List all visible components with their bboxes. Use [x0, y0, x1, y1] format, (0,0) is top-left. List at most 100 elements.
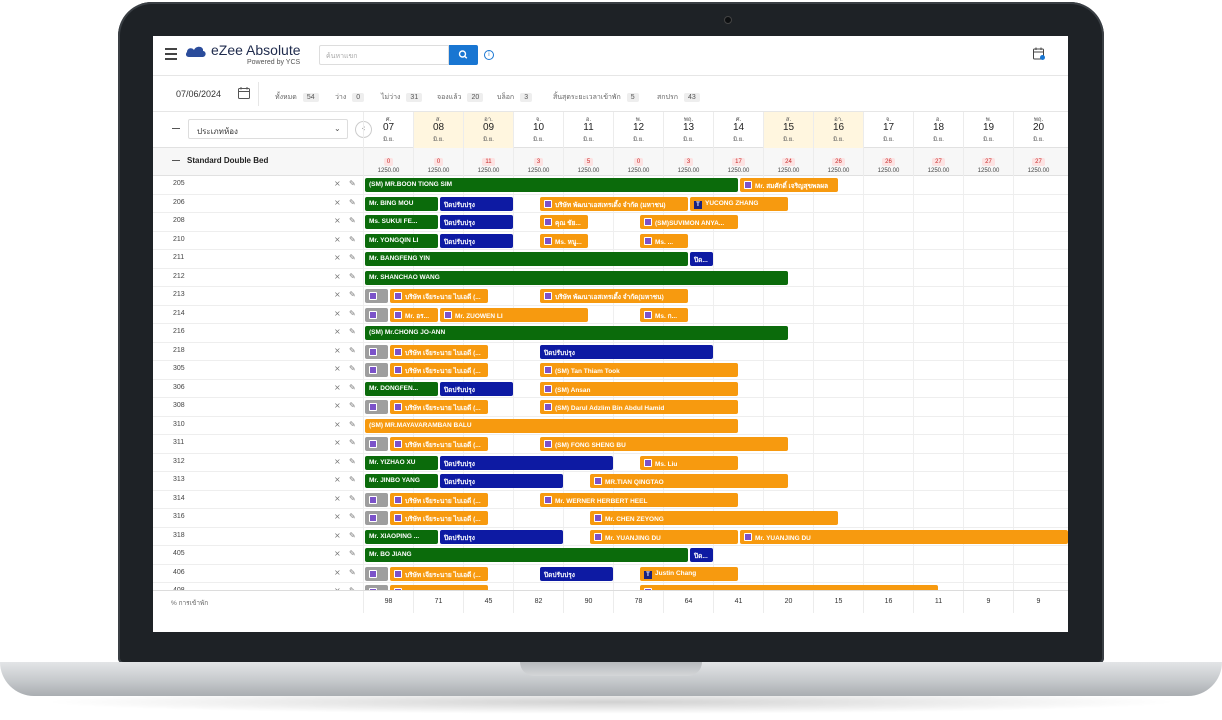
booking-bar[interactable] [365, 585, 388, 590]
booking-bar[interactable] [365, 363, 388, 377]
booking-bar[interactable]: Mr. ZUOWEN LI [440, 307, 588, 322]
booking-bar[interactable]: T Justin Chang [640, 566, 738, 581]
room-number[interactable]: 210 [173, 235, 185, 243]
booking-bar[interactable]: Ms. ก... [640, 307, 688, 322]
booking-bar[interactable]: Mr. CHEN ZEYONG [590, 511, 838, 525]
availability-cell[interactable]: 3 1250.00 [663, 148, 713, 176]
housekeeping-icon[interactable]: ⨯ [334, 345, 341, 355]
booking-bar[interactable] [390, 585, 488, 590]
housekeeping-icon[interactable]: ⨯ [334, 290, 341, 299]
housekeeping-icon[interactable]: ⨯ [334, 475, 341, 484]
stat-vacant[interactable]: ว่าง 0 [335, 92, 365, 103]
room-number[interactable]: 212 [173, 272, 185, 280]
cleaning-icon[interactable]: ✎ [349, 493, 356, 503]
booking-bar[interactable]: (SM) Ansan [540, 381, 738, 396]
booking-bar[interactable]: บริษัท พัฒนาเอสเทรเดิ้ง จำกัด(มหาชน) [540, 289, 688, 303]
date-column-header[interactable]: อา. 09 มิ.ย. [463, 112, 513, 148]
booking-bar[interactable]: บริษัท เจียระนาย ไบเอดี (... [390, 289, 488, 303]
stat-blocked[interactable]: บล็อก 3 [497, 92, 533, 103]
search-input[interactable]: ค้นหาแขก [319, 45, 449, 65]
booking-bar[interactable] [365, 307, 388, 322]
cleaning-icon[interactable]: ✎ [349, 419, 356, 429]
booking-bar[interactable]: Mr. YONGQIN LI [365, 233, 438, 248]
booking-bar[interactable]: Ms. Liu [640, 455, 738, 470]
booking-bar[interactable]: Mr. DONGFEN... [365, 381, 438, 396]
booking-bar[interactable]: คุณ ชัย... [540, 215, 588, 229]
availability-cell[interactable]: 27 1250.00 [963, 148, 1013, 176]
cleaning-icon[interactable]: ✎ [349, 179, 356, 188]
booking-bar[interactable]: Mr. YIZHAO XU [365, 455, 438, 470]
booking-bar[interactable] [365, 511, 388, 525]
date-column-header[interactable]: พฤ. 13 มิ.ย. [663, 112, 713, 148]
room-number[interactable]: 314 [173, 494, 185, 502]
availability-cell[interactable]: 0 1250.00 [363, 148, 413, 176]
booking-bar[interactable]: Mr. BANGFENG YIN [365, 252, 688, 266]
booking-bar[interactable]: Mr. YUANJING DU [590, 529, 738, 544]
cleaning-icon[interactable]: ✎ [349, 345, 356, 355]
cleaning-icon[interactable]: ✎ [349, 456, 356, 466]
date-column-header[interactable]: จ. 10 มิ.ย. [513, 112, 563, 148]
cleaning-icon[interactable]: ✎ [349, 475, 356, 484]
hamburger-menu-icon[interactable] [165, 48, 177, 60]
cleaning-icon[interactable]: ✎ [349, 401, 356, 410]
date-column-header[interactable]: อา. 16 มิ.ย. [813, 112, 863, 148]
room-number[interactable]: 308 [173, 402, 185, 409]
room-number[interactable]: 305 [173, 365, 185, 372]
housekeeping-icon[interactable]: ⨯ [334, 253, 341, 262]
collapse-room-type-icon[interactable] [172, 160, 180, 161]
booking-bar[interactable] [640, 585, 938, 590]
booking-bar[interactable]: ปิดปรับปรุง [440, 215, 513, 229]
booking-bar[interactable]: บริษัท เจียระนาย ไบเอดี (... [390, 437, 488, 451]
room-number[interactable]: 306 [173, 383, 185, 391]
stat-due-out[interactable]: สิ้นสุดระยะเวลาเข้าพัก 5 [553, 92, 639, 103]
booking-bar[interactable]: บริษัท เจียระนาย ไบเอดี (... [390, 566, 488, 581]
booking-bar[interactable]: ปิดปรับปรุง [440, 196, 513, 211]
cleaning-icon[interactable]: ✎ [349, 197, 356, 207]
availability-cell[interactable]: 5 1250.00 [563, 148, 613, 176]
housekeeping-icon[interactable]: ⨯ [334, 438, 341, 447]
stat-occupied[interactable]: ไม่ว่าง 31 [381, 92, 423, 103]
room-number[interactable]: 311 [173, 439, 185, 446]
booking-bar[interactable]: Mr. BO JIANG [365, 548, 688, 562]
stat-total[interactable]: ทั้งหมด 54 [275, 92, 319, 103]
availability-cell[interactable]: 3 1250.00 [513, 148, 563, 176]
cleaning-icon[interactable]: ✎ [349, 253, 356, 262]
cleaning-icon[interactable]: ✎ [349, 530, 356, 540]
date-column-header[interactable]: จ. 17 มิ.ย. [863, 112, 913, 148]
housekeeping-icon[interactable]: ⨯ [334, 401, 341, 410]
booking-bar[interactable]: ปิดปรับปรุง [540, 566, 613, 581]
info-icon[interactable]: i [484, 50, 494, 60]
availability-cell[interactable]: 26 1250.00 [813, 148, 863, 176]
room-number[interactable]: 206 [173, 198, 185, 206]
cleaning-icon[interactable]: ✎ [349, 290, 356, 299]
cleaning-icon[interactable]: ✎ [349, 438, 356, 447]
housekeeping-icon[interactable]: ⨯ [334, 179, 341, 188]
housekeeping-icon[interactable]: ⨯ [334, 530, 341, 540]
stat-dirty[interactable]: สกปรก 43 [657, 92, 700, 103]
cleaning-icon[interactable]: ✎ [349, 586, 356, 590]
availability-cell[interactable]: 11 1250.00 [463, 148, 513, 176]
cleaning-icon[interactable]: ✎ [349, 512, 356, 521]
housekeeping-icon[interactable]: ⨯ [334, 308, 341, 318]
booking-bar[interactable]: Mr. BING MOU [365, 196, 438, 211]
availability-cell[interactable]: 27 1250.00 [1013, 148, 1063, 176]
booking-bar[interactable] [365, 437, 388, 451]
availability-cell[interactable]: 27 1250.00 [913, 148, 963, 176]
date-column-header[interactable]: ศ. 14 มิ.ย. [713, 112, 763, 148]
booking-bar[interactable]: Ms. ... [640, 233, 688, 248]
date-picker[interactable]: 07/06/2024 [165, 82, 259, 106]
housekeeping-icon[interactable]: ⨯ [334, 419, 341, 429]
booking-bar[interactable]: Mr. JINBO YANG [365, 474, 438, 488]
cleaning-icon[interactable]: ✎ [349, 327, 356, 336]
booking-bar[interactable]: บริษัท เจียระนาย ไบเอดี (... [390, 511, 488, 525]
cleaning-icon[interactable]: ✎ [349, 271, 356, 281]
booking-bar[interactable]: ปิดปรับปรุง [440, 381, 513, 396]
booking-bar[interactable]: ปิดปรับปรุง [440, 474, 563, 488]
booking-bar[interactable]: ปิดปรับปรุง [540, 344, 713, 359]
booking-bar[interactable]: Mr. อร... [390, 307, 438, 322]
housekeeping-icon[interactable]: ⨯ [334, 512, 341, 521]
date-column-header[interactable]: อ. 11 มิ.ย. [563, 112, 613, 148]
room-number[interactable]: 312 [173, 457, 185, 465]
date-column-header[interactable]: ส. 08 มิ.ย. [413, 112, 463, 148]
booking-bar[interactable] [365, 289, 388, 303]
